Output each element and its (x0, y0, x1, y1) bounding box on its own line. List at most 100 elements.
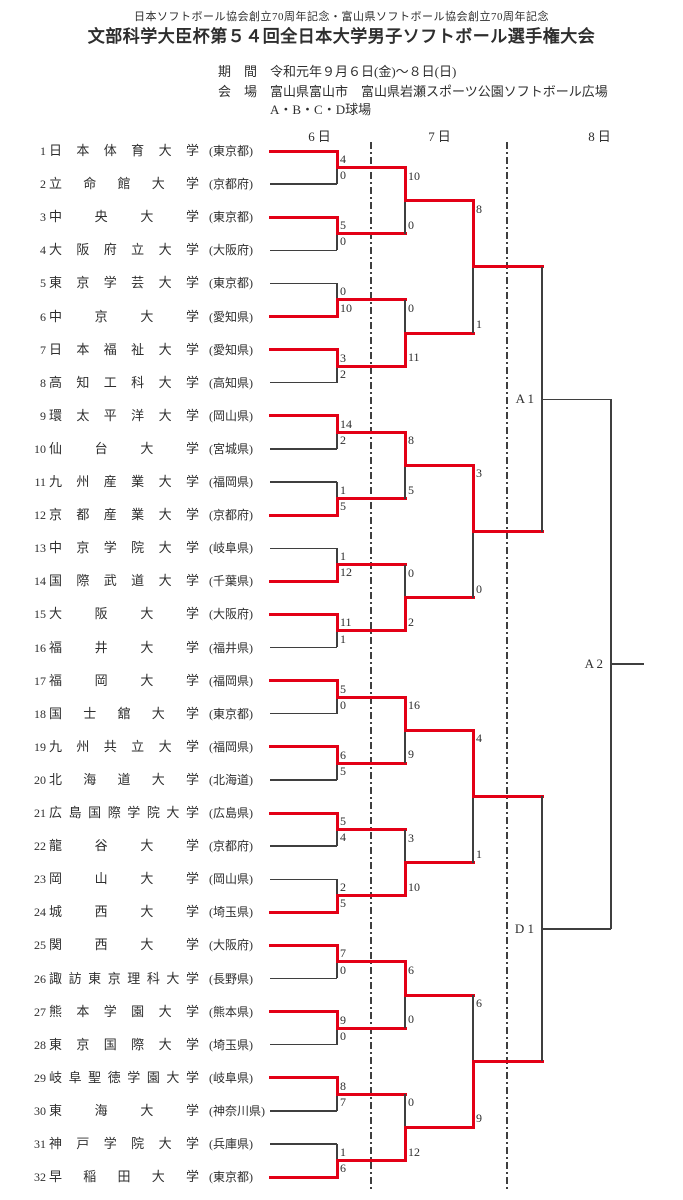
team-name-char: 学 (103, 1136, 117, 1151)
team-name-char: 学 (185, 904, 199, 920)
team-seed: 30 (34, 1103, 46, 1118)
team-seed: 27 (34, 1004, 46, 1019)
team-name-char: 学 (185, 1069, 199, 1085)
team-name-char: 学 (185, 838, 199, 854)
team-name-char: 京 (49, 507, 63, 523)
team-line (270, 1143, 337, 1145)
advance-line (335, 364, 407, 368)
team-seed: 19 (34, 739, 46, 754)
team-name-char: 芸 (131, 275, 145, 291)
advance-line (335, 894, 407, 898)
match-label: A 2 (584, 656, 603, 672)
team-prefecture: (京都府) (209, 839, 253, 854)
team-name-char: 京 (76, 1036, 90, 1052)
team-prefecture: (広島県) (209, 806, 253, 820)
team-line (268, 579, 339, 583)
team-name-char: 大 (166, 1069, 180, 1085)
score-label: 0 (340, 168, 346, 183)
team-prefecture: (岐阜県) (209, 1070, 253, 1085)
advance-line (403, 199, 475, 203)
team-name: 環太平洋大学 (49, 407, 199, 424)
score-label: 9 (340, 1012, 346, 1027)
score-label: 3 (476, 466, 482, 481)
team-seed: 17 (34, 673, 46, 688)
team-name-char: 海 (83, 771, 97, 787)
bracket-vertical (471, 199, 475, 269)
team-name-char: 育 (131, 143, 145, 158)
advance-line (403, 861, 475, 865)
bracket-vertical (336, 548, 338, 565)
score-label: 10 (408, 168, 420, 183)
team-seed: 5 (40, 276, 46, 291)
team-seed: 26 (34, 971, 46, 986)
team-prefecture: (北海道) (209, 772, 253, 787)
bracket-vertical (336, 630, 338, 648)
team-name: 中京学院大学 (49, 539, 199, 556)
team-line (270, 547, 337, 549)
team-seed: 12 (34, 508, 46, 523)
team-name: 岡山大学 (49, 870, 199, 887)
score-label: 6 (476, 996, 482, 1011)
team-name-char: 産 (103, 474, 117, 489)
team-name-char: 西 (94, 937, 108, 953)
score-label: 2 (340, 366, 346, 381)
team-name-char: 聖 (88, 1069, 102, 1085)
team-prefecture: (東京都) (209, 1170, 253, 1185)
team-prefecture: (埼玉県) (209, 1037, 253, 1052)
team-name: 国際武道大学 (49, 572, 199, 589)
team-line (268, 745, 339, 749)
score-label: 12 (408, 1144, 420, 1159)
team-name-char: 府 (103, 242, 117, 258)
score-label: 5 (340, 681, 346, 696)
team-seed: 15 (34, 607, 46, 622)
team-prefecture: (京都府) (209, 508, 253, 523)
team-name: 熊本学園大学 (49, 1003, 199, 1020)
team-name-char: 熊 (49, 1003, 63, 1019)
team-name-char: 太 (76, 407, 90, 423)
period-value: 令和元年９月６日(金)～８日(日) (270, 64, 457, 79)
team-name-char: 洋 (131, 407, 145, 423)
team-name-char: 学 (127, 805, 141, 820)
team-prefecture: (兵庫県) (209, 1137, 253, 1151)
team-name-char: 大 (158, 341, 172, 357)
team-name-char: 環 (49, 407, 63, 423)
team-name: 日本福祉大学 (49, 341, 199, 358)
team-name-char: 諏 (49, 970, 63, 986)
bracket-vertical (335, 1159, 339, 1179)
day-separator-line (370, 142, 372, 1192)
team-seed: 16 (34, 640, 46, 655)
score-label: 2 (340, 880, 346, 895)
team-name-char: 大 (158, 143, 172, 158)
team-name-char: 舘 (117, 705, 131, 721)
day-separator-line (506, 142, 508, 1192)
advance-line (335, 629, 407, 633)
bracket-vertical (472, 796, 474, 863)
score-label: 6 (340, 1161, 346, 1176)
team-name-char: 州 (76, 738, 90, 754)
advance-line (471, 265, 544, 269)
advance-line (403, 1125, 475, 1129)
team-prefecture: (長野県) (209, 971, 253, 986)
team-name: 岐阜聖徳学園大学 (49, 1069, 199, 1086)
bracket-vertical (335, 298, 339, 318)
column-header-day: 7日 (428, 129, 454, 144)
team-seed: 31 (34, 1137, 46, 1151)
team-name-char: 岡 (94, 672, 108, 688)
team-name-char: 園 (131, 1003, 145, 1019)
advance-line (403, 728, 475, 732)
team-name-char: 国 (103, 1036, 117, 1052)
team-name-char: 日 (49, 143, 63, 158)
team-name-char: 学 (103, 540, 117, 556)
team-name-char: 中 (49, 308, 63, 324)
score-label: 5 (340, 814, 346, 828)
team-prefecture: (神奈川県) (209, 1103, 265, 1118)
team-name-char: 訪 (68, 970, 82, 986)
team-line (270, 448, 337, 450)
team-name: 福岡大学 (49, 672, 199, 689)
advance-line (471, 1059, 544, 1063)
bracket-vertical (403, 430, 407, 467)
team-name-char: 東 (49, 1102, 63, 1118)
bracket-vertical (335, 894, 339, 914)
team-seed: 8 (40, 375, 46, 390)
